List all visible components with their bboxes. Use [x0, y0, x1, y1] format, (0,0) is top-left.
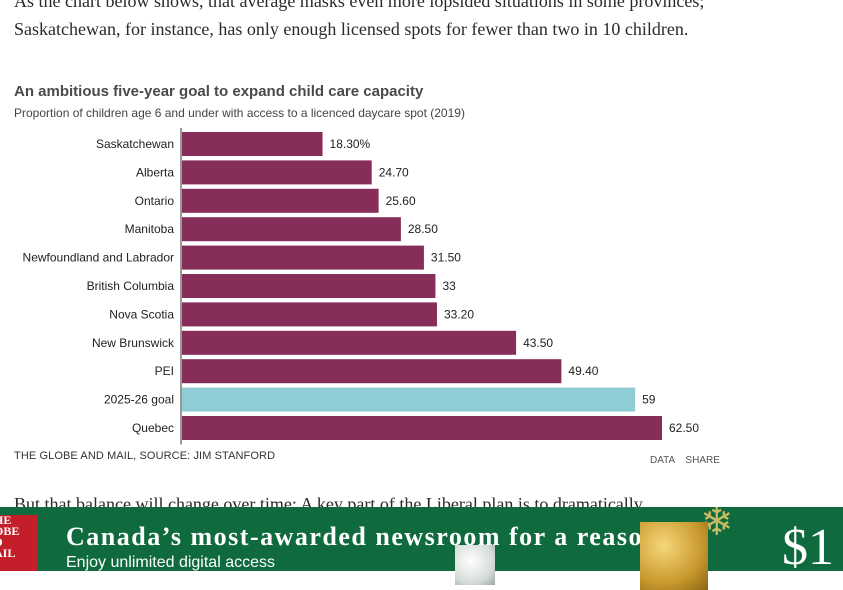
globe-and-mail-logo: HE OBE D AIL: [0, 515, 38, 571]
value-label: 62.50: [669, 421, 699, 435]
bar: [182, 132, 323, 156]
category-label: Nova Scotia: [109, 307, 174, 321]
value-label: 49.40: [568, 364, 598, 378]
ornament-white-icon: [455, 545, 495, 585]
ad-price: $1: [782, 519, 834, 572]
bar: [182, 188, 379, 213]
category-label: British Columbia: [87, 279, 175, 293]
value-label: 33.20: [444, 307, 474, 321]
value-label: 59: [642, 393, 656, 407]
chart-title: An ambitious five-year goal to expand ch…: [14, 83, 424, 100]
ad-headline: Canada’s most-awarded newsroom for a rea…: [66, 522, 659, 551]
data-link[interactable]: DATA: [650, 455, 675, 466]
category-label: Ontario: [135, 194, 175, 208]
bar: [182, 160, 372, 185]
value-label: 28.50: [408, 222, 438, 236]
bar: [182, 245, 424, 270]
chart-subtitle: Proportion of children age 6 and under w…: [14, 106, 465, 120]
chart-source: THE GLOBE AND MAIL, SOURCE: JIM STANFORD: [14, 450, 276, 462]
category-label: 2025-26 goal: [104, 393, 174, 407]
value-label: 43.50: [523, 336, 553, 350]
bar: [182, 359, 562, 384]
category-label: Newfoundland and Labrador: [23, 251, 174, 265]
bar-chart: Saskatchewan 18.30% Alberta 24.70 Ontario 25.…: [23, 128, 699, 445]
share-link[interactable]: SHARE: [685, 455, 720, 466]
subscription-ad-banner[interactable]: HE OBE D AIL ❄ Canada’s most-awarded new…: [0, 507, 843, 571]
bar: [182, 302, 437, 327]
value-label: 25.60: [386, 194, 416, 208]
chart-links: DATA SHARE: [650, 455, 720, 466]
bar: [182, 217, 401, 242]
ornament-gold-icon: [640, 522, 708, 590]
ad-subline: Enjoy unlimited digital access: [66, 554, 275, 571]
bar: [182, 274, 436, 298]
bar: [182, 330, 517, 355]
bar: [182, 387, 636, 412]
category-label: Alberta: [136, 165, 174, 179]
value-label: 18.30%: [330, 137, 371, 151]
value-label: 24.70: [379, 165, 409, 179]
value-label: 33: [442, 279, 456, 293]
category-label: New Brunswick: [92, 336, 175, 350]
category-label: Manitoba: [125, 222, 175, 236]
category-label: Quebec: [132, 421, 174, 435]
article-paragraph-top: As the chart below shows, that average m…: [14, 0, 705, 39]
bar: [182, 416, 662, 440]
value-label: 31.50: [431, 251, 461, 265]
category-label: PEI: [155, 364, 174, 378]
category-label: Saskatchewan: [96, 137, 174, 151]
